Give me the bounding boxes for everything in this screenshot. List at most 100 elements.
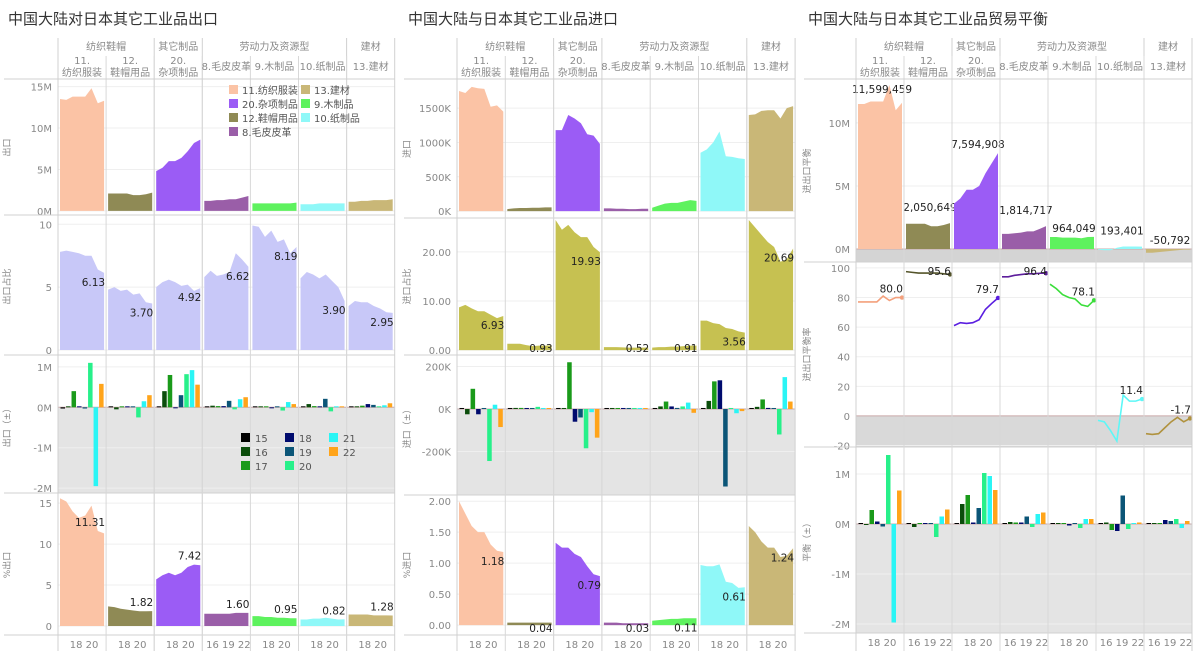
- y-tick-label: 1.50: [429, 528, 451, 539]
- legend-swatch: [285, 433, 294, 442]
- y-axis-title: 出口（±）: [1, 404, 13, 448]
- bar-mark-21: [1179, 524, 1184, 528]
- panel-title: 中国大陆与日本其它工业品进口: [408, 10, 618, 28]
- panel-1: 中国大陆对日本其它工业品出口 0M 5M 10M 15M 出口 0 5 10 出口占比 6.13 3.…: [1, 10, 396, 651]
- bar-mark-18: [221, 406, 226, 408]
- y-axis-title: 平衡（±）: [801, 518, 813, 562]
- bar-mark-17: [167, 374, 173, 408]
- area-mark: [252, 225, 297, 350]
- bar-mark-22: [1137, 522, 1142, 524]
- bar-mark-20: [1030, 524, 1035, 527]
- bar-mark-16: [1104, 522, 1109, 524]
- column-header: 10.纸制品: [1097, 60, 1143, 73]
- area-mark: [156, 564, 201, 626]
- bar-mark-18: [765, 407, 771, 409]
- value-label: 1.82: [130, 597, 153, 609]
- y-tick-label: 1500K: [419, 104, 451, 115]
- legend-label: 10.纸制品: [314, 112, 360, 125]
- value-label: 4.92: [178, 292, 201, 304]
- y-tick-label: 5: [46, 283, 52, 294]
- group-header: 纺织鞋帽: [884, 40, 924, 53]
- bar-mark-17: [712, 381, 717, 409]
- bar-mark-20: [136, 407, 141, 418]
- bar-mark-19: [226, 400, 232, 408]
- panel-title: 中国大陆对日本其它工业品出口: [8, 10, 218, 28]
- area-mark: [858, 85, 902, 250]
- bar-mark-15: [459, 407, 465, 409]
- bar-mark-18: [572, 408, 578, 422]
- area-mark: [459, 501, 504, 626]
- line-end-point: [1043, 271, 1049, 276]
- bar-mark-22: [594, 408, 600, 438]
- value-label: 2.95: [370, 317, 393, 329]
- bar-mark-15: [204, 406, 210, 408]
- legend-label: 18: [299, 434, 312, 445]
- bar-mark-19: [880, 524, 885, 527]
- bar-mark-20: [88, 362, 93, 408]
- value-label: 78.1: [1072, 286, 1095, 298]
- bar-mark-19: [323, 398, 328, 408]
- line-end-point: [947, 272, 953, 277]
- bar-mark-19: [578, 408, 583, 418]
- line-mark: [1097, 393, 1143, 444]
- bar-mark-15: [1050, 523, 1055, 524]
- bar-mark-22: [993, 490, 998, 524]
- bar-mark-16: [864, 524, 869, 525]
- legend-swatch: [285, 461, 294, 470]
- bar-mark-15: [1098, 523, 1103, 524]
- bar-mark-20: [1174, 519, 1179, 524]
- y-tick-label: 0.00: [429, 621, 451, 632]
- bar-mark-17: [263, 406, 269, 408]
- bar-mark-18: [317, 406, 323, 408]
- y-axis-title: 进口: [402, 140, 413, 158]
- area-mark: [954, 153, 998, 250]
- x-tick-label: 18 20: [565, 640, 594, 651]
- bar-mark-21: [382, 405, 387, 408]
- column-header: 纺织服装: [461, 66, 501, 79]
- bar-mark-20: [982, 473, 987, 524]
- value-label: 0.79: [578, 580, 601, 592]
- value-label: 1,814,717: [999, 205, 1052, 217]
- legend-swatch: [285, 447, 294, 456]
- y-tick-label: 10M: [829, 119, 850, 130]
- bar-mark-15: [507, 407, 513, 409]
- bar-mark-15: [652, 407, 658, 409]
- column-header: 9.木制品: [655, 60, 695, 73]
- bar-mark-15: [604, 407, 609, 409]
- bar-mark-22: [99, 383, 104, 408]
- x-tick-label: 16 19 22: [1148, 638, 1193, 649]
- y-tick-label: 1.00: [429, 559, 451, 570]
- legend-label: 20: [299, 462, 312, 473]
- group-header: 其它制品: [956, 40, 996, 53]
- bar-mark-20: [728, 407, 734, 409]
- bar-mark-18: [621, 407, 626, 409]
- line-mark: [1145, 416, 1191, 436]
- bar-mark-18: [875, 521, 880, 524]
- legend-swatch: [229, 85, 238, 94]
- y-tick-label: -2M: [831, 620, 850, 631]
- area-mark: [348, 199, 393, 211]
- bar-mark-16: [658, 406, 663, 409]
- area-mark: [507, 343, 552, 351]
- bar-mark-22: [546, 407, 552, 409]
- bar-mark-17: [567, 362, 572, 409]
- bar-mark-21: [285, 402, 291, 408]
- bar-mark-16: [354, 406, 360, 408]
- group-header: 劳动力及资源型: [639, 40, 709, 53]
- bar-mark-18: [365, 404, 371, 408]
- y-tick-label: 100: [831, 264, 850, 275]
- bar-mark-16: [960, 504, 965, 524]
- value-label: 0.91: [674, 343, 697, 355]
- bar-mark-21: [987, 476, 992, 524]
- y-tick-label: 5M: [835, 182, 850, 193]
- column-header: 9.木制品: [1052, 60, 1092, 73]
- value-label: 80.0: [880, 284, 903, 296]
- x-tick-label: 18 20: [662, 640, 691, 651]
- y-tick-label: 2.00: [429, 497, 451, 508]
- column-header: 12.: [920, 56, 936, 67]
- negative-region-shade: [58, 407, 395, 493]
- value-label: -50,792: [1150, 235, 1191, 247]
- y-tick-label: 10.00: [422, 297, 451, 308]
- area-mark: [300, 617, 345, 626]
- value-label: 7,594,908: [951, 139, 1004, 151]
